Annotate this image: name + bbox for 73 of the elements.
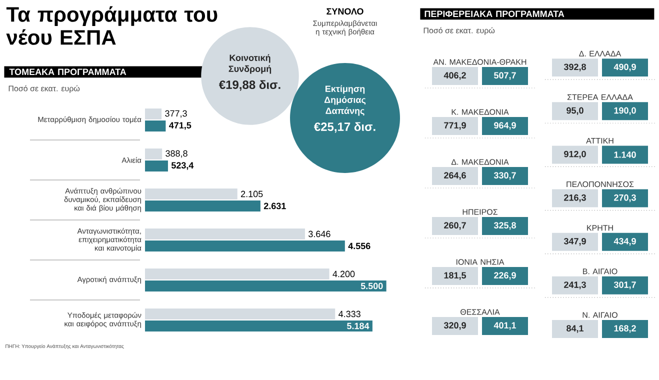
chart-title: Τα προγράμματα του νέου ΕΣΠΑ <box>6 6 218 45</box>
data-label: 4.333 <box>338 310 360 318</box>
category-label: ΑΤΤΙΚΗ <box>586 138 614 144</box>
data-label: 490,9 <box>614 64 636 72</box>
bar <box>145 240 345 252</box>
data-label: €25,17 δισ. <box>314 122 376 133</box>
data-label: 95,0 <box>566 107 584 115</box>
data-label: 406,2 <box>444 72 466 80</box>
data-label: 325,8 <box>494 222 516 230</box>
data-label: 241,3 <box>564 282 586 290</box>
data-label: €19,88 δισ. <box>218 80 280 91</box>
data-label: 964,9 <box>494 122 516 130</box>
bar <box>145 228 305 240</box>
data-label: 4.200 <box>332 270 355 278</box>
category-label: Εκτίμηση Δημόσιας Δαπάνης <box>324 85 366 116</box>
category-label: Δ. ΕΛΛΑΔΑ <box>579 50 622 56</box>
category-label: ΠΕΛΟΠΟΝΝΗΣΟΣ <box>566 181 634 188</box>
data-label: 523,4 <box>171 162 194 170</box>
data-label: 347,9 <box>564 238 586 246</box>
data-label: 912,0 <box>564 150 586 159</box>
data-label: 3.646 <box>308 230 330 238</box>
category-label: ΘΕΣΣΑΛΙΑ <box>460 309 500 315</box>
data-label: 4.556 <box>348 242 370 250</box>
data-label: 388,8 <box>166 150 188 158</box>
bar <box>145 200 260 212</box>
data-label: 330,7 <box>494 172 516 180</box>
category-label: Κ. ΜΑΚΕΔΟΝΙΑ <box>452 109 509 115</box>
data-label: 434,9 <box>614 238 636 246</box>
data-label: 264,6 <box>444 172 466 180</box>
bar <box>145 280 386 292</box>
data-label: 507,7 <box>494 72 516 80</box>
bar <box>145 120 166 132</box>
data-label: 1.140 <box>614 152 636 158</box>
data-label: 270,3 <box>614 194 636 202</box>
text: Ποσό σε εκατ. ευρώ <box>8 85 80 93</box>
category-label: Δ. ΜΑΚΕΔΟΝΙΑ <box>451 159 509 165</box>
bar <box>145 148 162 160</box>
data-label: 401,1 <box>494 322 516 330</box>
data-label: 301,7 <box>614 282 636 290</box>
text: ΠΕΡΙΦΕΡΕΙΑΚΑ ΠΡΟΓΡΑΜΜΑΤΑ <box>424 10 564 18</box>
data-label: 168,2 <box>614 325 636 333</box>
text: ΣΥΝΟΛΟ <box>326 8 364 15</box>
category-label: Ν. ΑΙΓΑΙΟ <box>582 312 618 318</box>
category-label: Β. ΑΙΓΑΙΟ <box>583 268 618 274</box>
bar <box>145 108 162 120</box>
data-label: 377,3 <box>165 110 187 118</box>
category-label: ΑΝ. ΜΑΚΕΔΟΝΙΑ-ΘΡΑΚΗ <box>433 59 526 65</box>
text: Ποσό σε εκατ. ευρώ <box>424 27 495 35</box>
bar <box>145 268 330 280</box>
data-label: 2.631 <box>264 202 286 210</box>
text: ΤΟΜΕΑΚΑ ΠΡΟΓΡΑΜΜΑΤΑ <box>9 68 126 76</box>
data-label: 320,9 <box>444 322 466 330</box>
bar <box>145 320 372 332</box>
category-label: ΙΟΝΙΑ ΝΗΣΙΑ <box>456 259 504 265</box>
data-label: 190,0 <box>614 107 636 115</box>
data-label: 260,7 <box>444 222 466 230</box>
data-label: 216,3 <box>564 194 586 202</box>
category-label: Κοινοτική Συνδρομή <box>228 54 272 74</box>
data-label: 392,8 <box>564 64 586 72</box>
data-label: 5.184 <box>347 322 370 330</box>
data-label: 226,9 <box>494 272 516 280</box>
data-label: 84,1 <box>566 325 584 333</box>
bar <box>145 160 168 172</box>
data-label: 771,9 <box>444 122 466 130</box>
data-label: 181,5 <box>444 272 466 280</box>
data-label: 5.500 <box>360 282 383 290</box>
category-label: ΗΠΕΙΡΟΣ <box>462 209 498 215</box>
data-label: 2.105 <box>241 190 263 198</box>
bar <box>145 188 238 200</box>
data-label: 471,5 <box>169 122 192 130</box>
category-label: ΣΤΕΡΕΑ ΕΛΛΑΔΑ <box>567 94 633 100</box>
bar <box>145 308 336 320</box>
category-label: ΚΡΗΤΗ <box>587 225 613 231</box>
